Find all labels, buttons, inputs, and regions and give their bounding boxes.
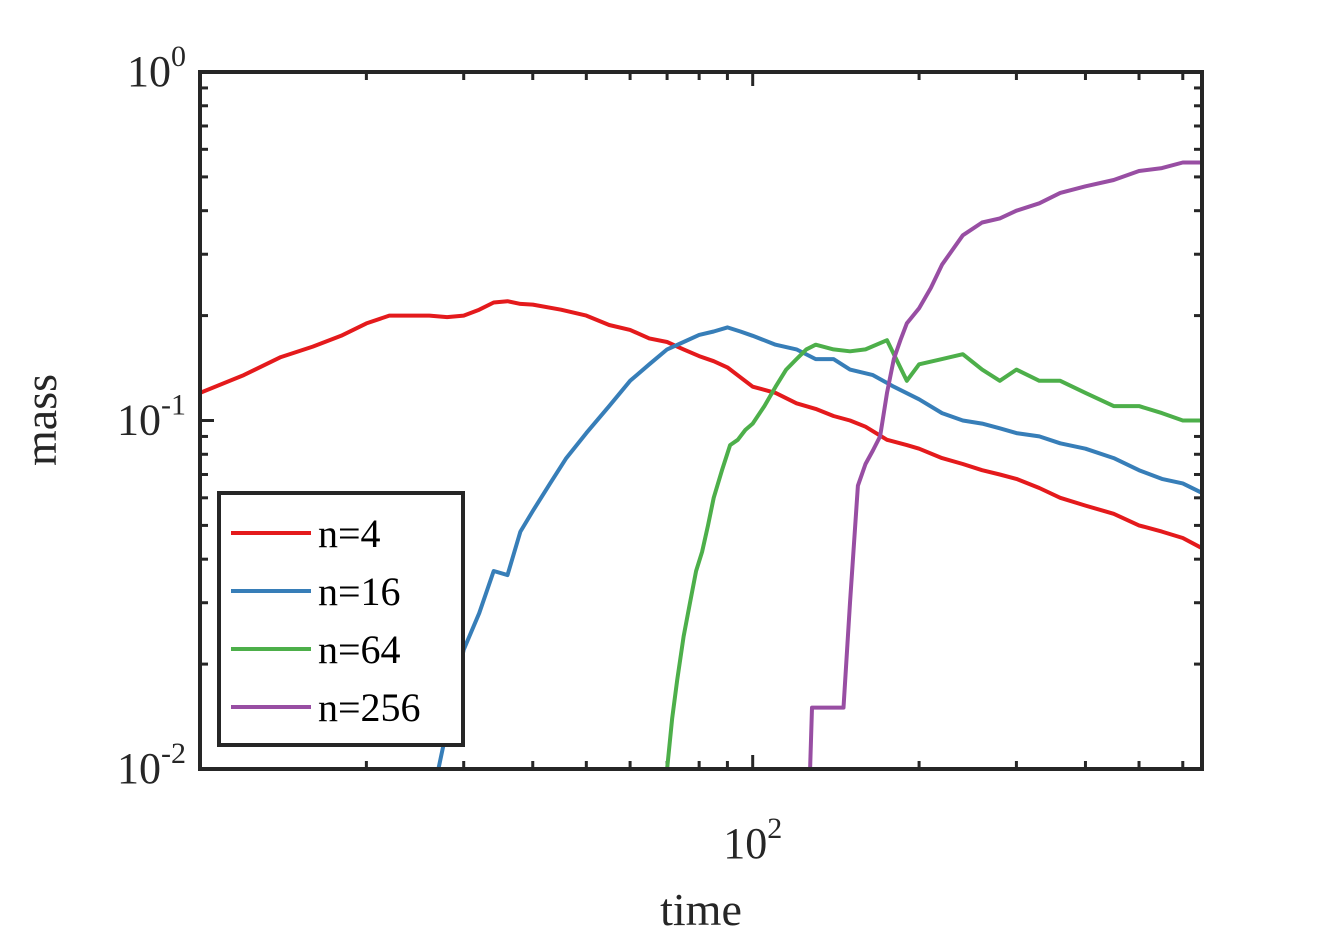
legend: n=4 n=16 n=64 n=256 — [217, 491, 465, 747]
legend-label-0: n=4 — [318, 511, 381, 556]
series-line-0 — [200, 299, 1202, 550]
y-tick-label: 10-1 — [117, 389, 186, 445]
y-tick-label: 10-2 — [117, 737, 186, 793]
series-line-1 — [436, 325, 1202, 769]
x-axis-label: time — [660, 884, 742, 935]
y-axis-label: mass — [15, 374, 66, 466]
legend-label-3: n=256 — [318, 685, 421, 730]
series-line-2 — [665, 338, 1202, 769]
series-line-3 — [808, 160, 1202, 769]
y-tick-label: 100 — [127, 40, 186, 96]
series-layer — [200, 160, 1202, 769]
tick-labels-layer: 100 10-1 10-2 102 — [117, 40, 782, 868]
legend-label-1: n=16 — [318, 569, 401, 614]
axes-box — [198, 70, 1204, 771]
x-tick-label: 102 — [723, 812, 782, 868]
legend-label-2: n=64 — [318, 627, 401, 672]
